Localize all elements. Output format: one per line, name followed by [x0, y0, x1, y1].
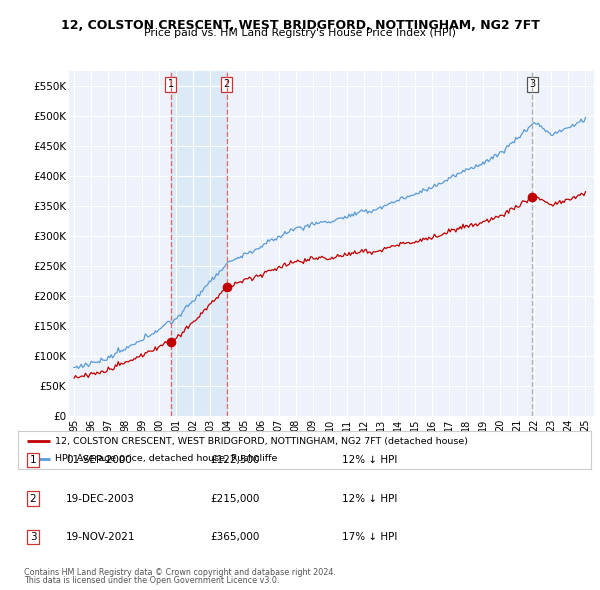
Text: 17% ↓ HPI: 17% ↓ HPI — [342, 532, 397, 542]
Bar — [171, 71, 227, 416]
Text: 2: 2 — [29, 494, 37, 503]
Text: 3: 3 — [29, 532, 37, 542]
Text: 12% ↓ HPI: 12% ↓ HPI — [342, 455, 397, 465]
Text: 12, COLSTON CRESCENT, WEST BRIDGFORD, NOTTINGHAM, NG2 7FT: 12, COLSTON CRESCENT, WEST BRIDGFORD, NO… — [61, 19, 539, 32]
Text: £365,000: £365,000 — [210, 532, 259, 542]
Text: 2: 2 — [224, 80, 230, 90]
Text: 12% ↓ HPI: 12% ↓ HPI — [342, 494, 397, 503]
Text: This data is licensed under the Open Government Licence v3.0.: This data is licensed under the Open Gov… — [24, 576, 280, 585]
Text: Price paid vs. HM Land Registry's House Price Index (HPI): Price paid vs. HM Land Registry's House … — [144, 28, 456, 38]
Text: 19-NOV-2021: 19-NOV-2021 — [66, 532, 136, 542]
Text: 1: 1 — [167, 80, 174, 90]
Text: £215,000: £215,000 — [210, 494, 259, 503]
Text: £122,500: £122,500 — [210, 455, 260, 465]
Text: Contains HM Land Registry data © Crown copyright and database right 2024.: Contains HM Land Registry data © Crown c… — [24, 568, 336, 577]
Text: 1: 1 — [29, 455, 37, 465]
Text: HPI: Average price, detached house, Rushcliffe: HPI: Average price, detached house, Rush… — [55, 454, 278, 463]
Text: 3: 3 — [529, 80, 535, 90]
Text: 19-DEC-2003: 19-DEC-2003 — [66, 494, 135, 503]
Text: 12, COLSTON CRESCENT, WEST BRIDGFORD, NOTTINGHAM, NG2 7FT (detached house): 12, COLSTON CRESCENT, WEST BRIDGFORD, NO… — [55, 437, 468, 445]
Text: 01-SEP-2000: 01-SEP-2000 — [66, 455, 132, 465]
